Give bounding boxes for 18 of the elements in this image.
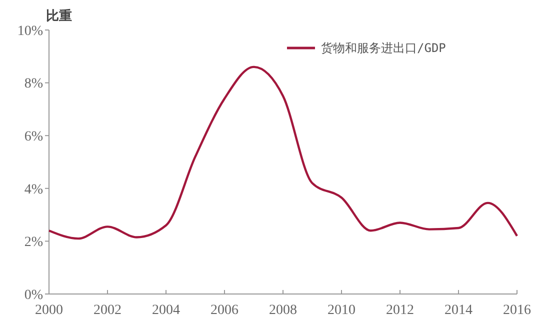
legend-label: 货物和服务进出口/GDP — [321, 41, 446, 56]
y-tick-label: 0% — [24, 288, 44, 303]
x-tick-label: 2006 — [210, 303, 238, 318]
y-tick-label: 6% — [24, 130, 44, 144]
y-tick-label: 2% — [24, 235, 44, 250]
x-tick-label: 2014 — [444, 303, 472, 318]
y-tick-label: 10% — [17, 24, 44, 39]
x-tick-label: 2002 — [94, 303, 122, 318]
x-tick-label: 2008 — [269, 303, 297, 318]
y-tick-label: 8% — [24, 76, 44, 92]
x-tick-label: 2016 — [503, 303, 531, 318]
x-tick-label: 2012 — [386, 303, 414, 318]
x-tick-label: 2004 — [152, 303, 180, 318]
line-series — [48, 66, 518, 240]
y-tick-label: 4% — [24, 182, 44, 198]
x-tick-label: 2000 — [35, 303, 63, 318]
y-axis-title: 比重 — [46, 8, 72, 24]
x-tick-label: 2010 — [328, 303, 356, 318]
